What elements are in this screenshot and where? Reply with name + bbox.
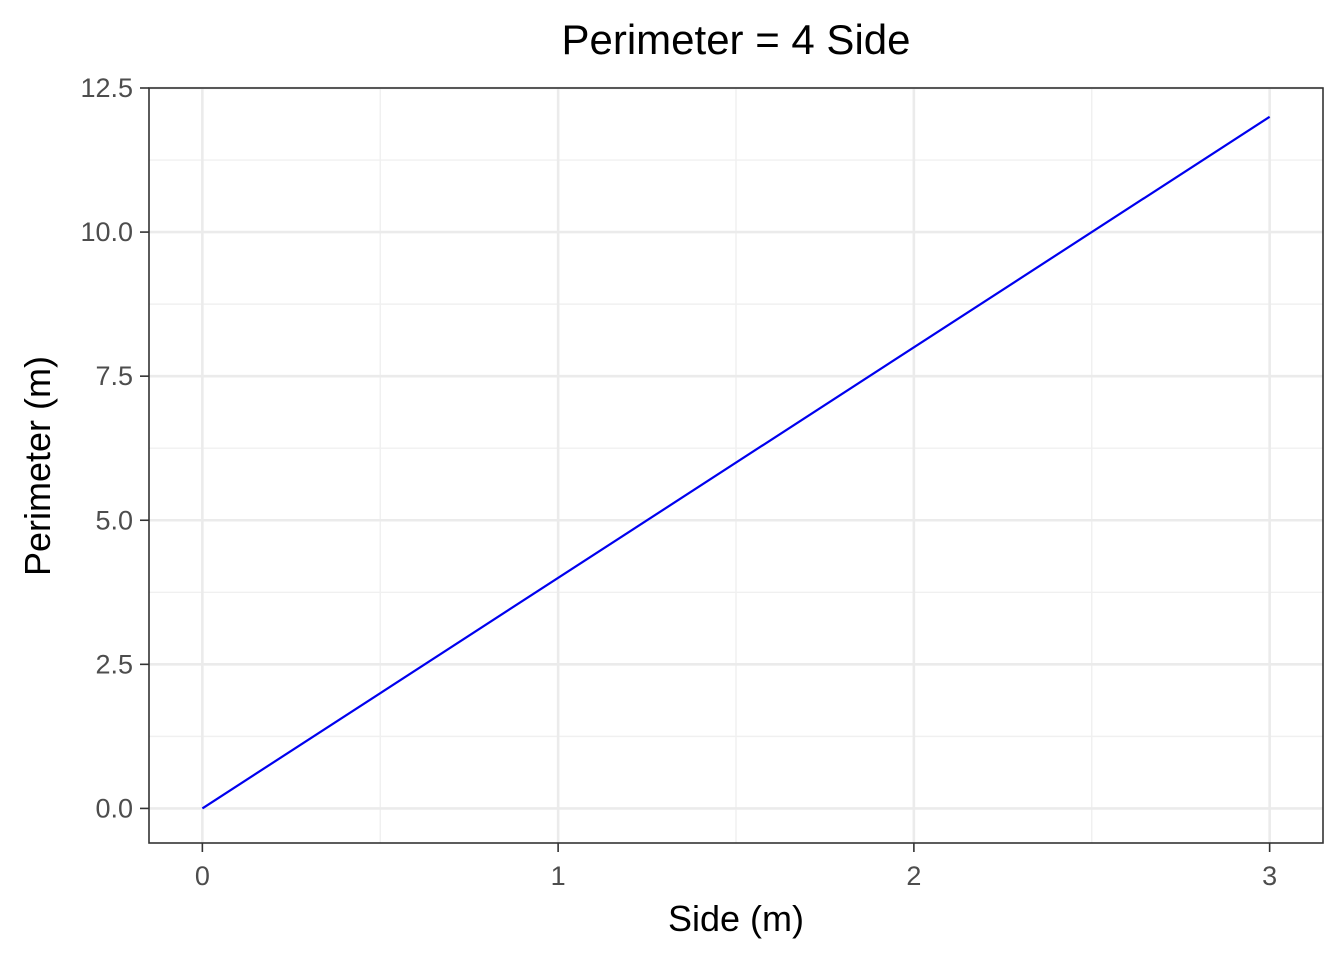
chart-title: Perimeter = 4 Side	[561, 16, 910, 63]
x-tick-label: 0	[195, 861, 210, 891]
series-line	[201, 115, 1271, 810]
y-axis-title: Perimeter (m)	[17, 356, 58, 576]
axis-ticks: 0 1 2 3 0.0 2.5 5.0 7.5 10.0 12.5	[80, 73, 1277, 891]
plot-panel-border	[148, 87, 1324, 844]
y-tick-label: 7.5	[95, 361, 133, 391]
y-tick-label: 12.5	[80, 73, 133, 103]
x-axis-title: Side (m)	[668, 898, 804, 939]
x-tick-label: 1	[551, 861, 566, 891]
y-tick-label: 2.5	[95, 649, 133, 679]
series-layer	[201, 115, 1271, 810]
y-tick-label: 0.0	[95, 793, 133, 823]
y-tick-label: 10.0	[80, 217, 133, 247]
y-tick-label: 5.0	[95, 505, 133, 535]
x-tick-label: 3	[1262, 861, 1277, 891]
x-tick-label: 2	[906, 861, 921, 891]
